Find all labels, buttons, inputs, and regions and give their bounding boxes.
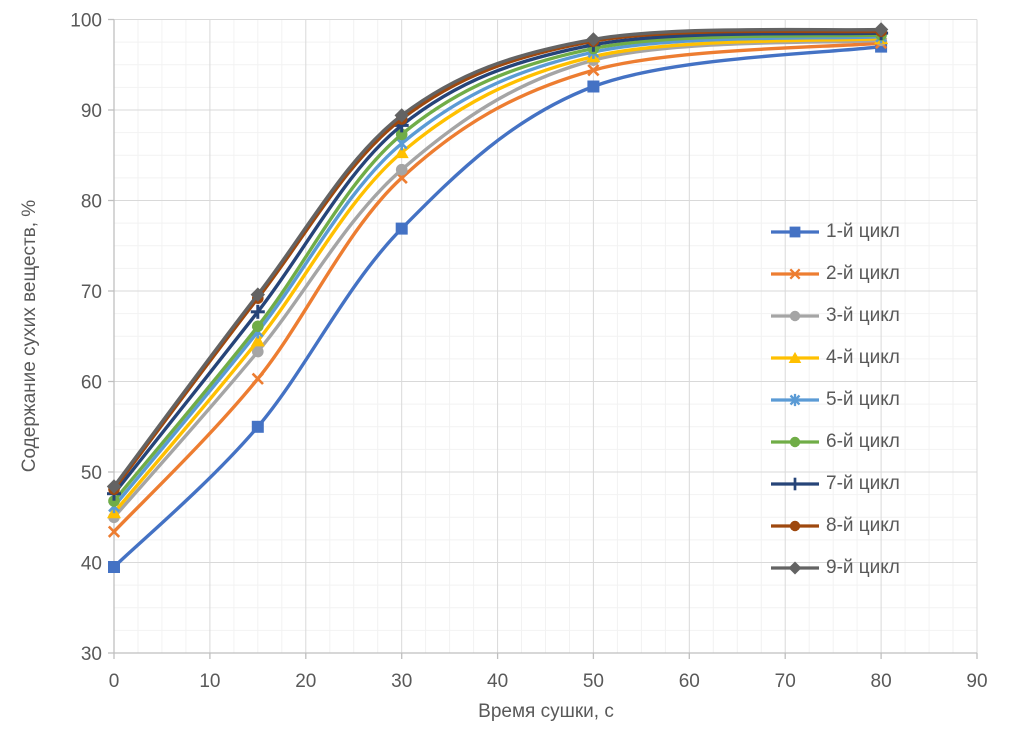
legend-key-1 <box>771 226 819 238</box>
legend-label-5: 5-й цикл <box>826 389 900 410</box>
x-tick-label: 20 <box>295 671 316 692</box>
y-axis-title: Содержание сухих веществ, % <box>19 199 40 473</box>
x-tick-label: 40 <box>487 671 508 692</box>
legend-label-3: 3-й цикл <box>826 305 900 326</box>
legend-key-4 <box>771 351 819 363</box>
x-tick-label: 60 <box>679 671 700 692</box>
x-tick-labels: 0 10 20 30 40 50 60 70 80 90 <box>109 671 988 692</box>
marker-square <box>108 561 120 573</box>
marker-triangle <box>250 334 265 347</box>
legend-item-9: 9-й цикл <box>770 547 900 589</box>
axes <box>108 18 978 659</box>
marker-square <box>587 80 600 93</box>
marker-diamond <box>106 479 122 494</box>
y-tick-label: 50 <box>81 463 102 484</box>
legend-item-5: 5-й цикл <box>770 379 900 421</box>
series-line <box>112 38 883 519</box>
legend-label-4: 4-й цикл <box>826 347 900 368</box>
marker-circle <box>789 520 801 532</box>
x-tick-label: 10 <box>199 671 220 692</box>
x-tick-label: 70 <box>775 671 796 692</box>
y-tick-label: 60 <box>81 373 102 394</box>
legend-key-9 <box>771 561 819 575</box>
legend-item-7: 7-й цикл <box>770 463 900 505</box>
legend-key-6 <box>771 436 819 448</box>
marker-diamond <box>394 108 409 123</box>
marker-triangle <box>788 351 802 363</box>
x-tick-label: 30 <box>391 671 412 692</box>
legend-label-6: 6-й цикл <box>826 431 900 452</box>
y-tick-labels: 30 40 50 60 70 80 90 100 <box>70 11 102 666</box>
marker-circle <box>395 163 408 176</box>
marker-diamond <box>873 22 889 37</box>
series-1 <box>108 40 888 573</box>
legend: 1-й цикл 2-й цикл 3-й цикл 4-й цикл 5-й цикл… <box>770 211 900 589</box>
marker-plus <box>250 304 265 319</box>
legend-label-2: 2-й цикл <box>826 263 900 284</box>
series-9 <box>106 22 889 494</box>
marker-star <box>789 393 801 407</box>
y-tick-label: 30 <box>81 644 102 665</box>
marker-circle <box>789 310 801 322</box>
legend-item-2: 2-й цикл <box>770 253 900 295</box>
marker-square <box>251 420 264 433</box>
marker-diamond <box>788 561 802 575</box>
x-tick-label: 90 <box>966 671 987 692</box>
marker-circle <box>789 436 801 448</box>
marker-circle <box>251 320 264 333</box>
marker-square <box>789 226 801 238</box>
y-tick-label: 40 <box>81 554 102 575</box>
legend-key-8 <box>771 520 819 532</box>
legend-item-3: 3-й цикл <box>770 295 900 337</box>
legend-item-8: 8-й цикл <box>770 505 900 547</box>
legend-key-7 <box>771 477 819 491</box>
legend-label-9: 9-й цикл <box>826 557 900 578</box>
legend-key-5 <box>771 393 819 407</box>
y-tick-label: 70 <box>81 282 102 303</box>
marker-circle <box>395 128 408 141</box>
legend-key-3 <box>771 310 819 322</box>
x-axis-title: Время сушки, с <box>478 701 614 722</box>
marker-x <box>107 525 121 538</box>
legend-label-1: 1-й цикл <box>826 221 900 242</box>
legend-key-2 <box>771 268 819 280</box>
y-tick-label: 90 <box>81 101 102 122</box>
x-tick-label: 0 <box>109 671 120 692</box>
marker-square <box>395 222 408 235</box>
y-tick-label: 80 <box>81 192 102 213</box>
legend-label-8: 8-й цикл <box>826 515 900 536</box>
legend-item-6: 6-й цикл <box>770 421 900 463</box>
marker-circle <box>251 345 264 358</box>
series-2 <box>107 36 888 538</box>
legend-item-4: 4-й цикл <box>770 337 900 379</box>
marker-x <box>251 372 264 385</box>
marker-x <box>789 268 801 280</box>
marker-diamond <box>586 32 601 47</box>
legend-item-1: 1-й цикл <box>770 211 900 253</box>
marker-plus <box>788 477 802 491</box>
marker-triangle <box>394 145 409 159</box>
x-tick-label: 80 <box>871 671 892 692</box>
legend-label-7: 7-й цикл <box>826 473 900 494</box>
grid-minor <box>114 19 977 653</box>
marker-circle <box>108 495 120 507</box>
y-tick-label: 100 <box>70 11 102 32</box>
x-tick-label: 50 <box>583 671 604 692</box>
marker-diamond <box>250 287 265 302</box>
marker-x <box>587 64 600 77</box>
grid-major <box>113 19 978 654</box>
